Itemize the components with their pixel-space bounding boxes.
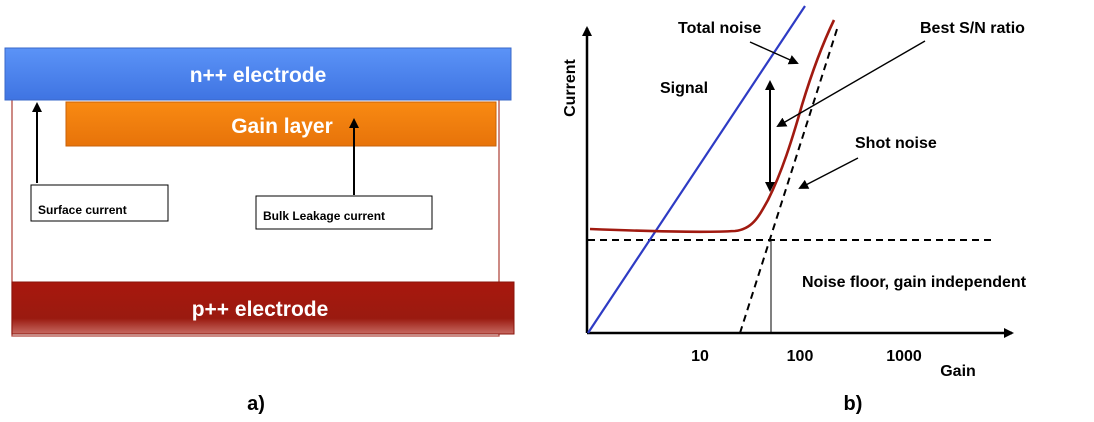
best-sn-label: Best S/N ratio	[920, 20, 1025, 37]
caption-a: a)	[247, 393, 265, 415]
p-electrode-label: p++ electrode	[192, 298, 329, 321]
surface-current-label: Surface current	[38, 203, 127, 217]
shot-noise-line	[739, 25, 839, 334]
surface-current-box	[30, 184, 169, 222]
tick-label-1000: 1000	[886, 348, 922, 365]
panel-b-noise-chart: Current Gain 10 100 1000 Total noise Bes…	[562, 5, 1027, 415]
tick-label-10: 10	[691, 348, 709, 365]
total-noise-label: Total noise	[678, 20, 761, 37]
n-electrode	[4, 47, 512, 101]
panel-a-sensor-diagram: n++ electrode Gain layer p++ electrode S…	[4, 47, 515, 415]
total-noise-pointer	[749, 41, 799, 65]
x-axis-label: Gain	[940, 363, 976, 380]
gain-layer-label: Gain layer	[231, 115, 333, 138]
shot-noise-pointer	[798, 157, 859, 189]
caption-b: b)	[844, 393, 863, 415]
tick-label-100: 100	[787, 348, 814, 365]
gain-layer	[65, 101, 497, 147]
bulk-current-box	[255, 195, 433, 230]
bulk-current-label: Bulk Leakage current	[263, 209, 385, 223]
p-electrode	[11, 281, 515, 335]
n-electrode-label: n++ electrode	[190, 64, 327, 87]
noise-floor-label: Noise floor, gain independent	[802, 274, 1027, 291]
shot-noise-label: Shot noise	[855, 135, 937, 152]
signal-label: Signal	[660, 80, 708, 97]
y-axis-label: Current	[562, 58, 579, 116]
total-noise-curve	[589, 19, 836, 234]
best-sn-pointer	[776, 40, 926, 128]
signal-line	[587, 5, 806, 334]
